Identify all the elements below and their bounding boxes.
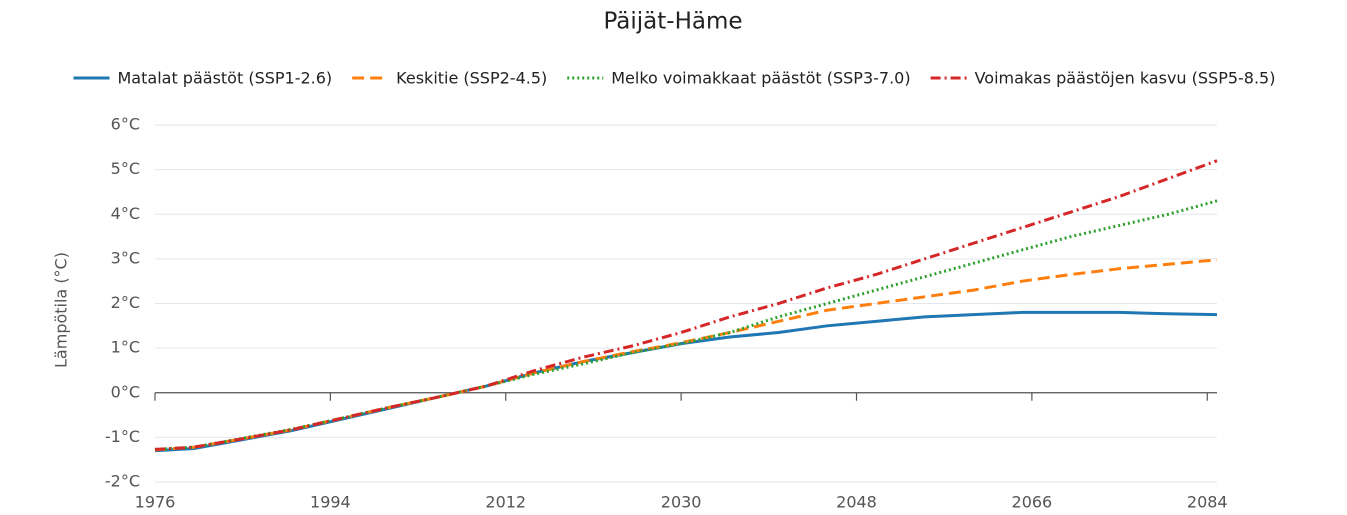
y-tick-label: -2°C: [105, 472, 140, 491]
y-tick-label: 0°C: [111, 382, 140, 401]
y-tick-label: 1°C: [111, 338, 140, 357]
legend-label: Matalat päästöt (SSP1-2.6): [118, 69, 333, 88]
x-tick-label: 2048: [836, 493, 877, 512]
line-series: [154, 199, 1218, 451]
chart-title: Päijät-Häme: [603, 9, 742, 35]
legend-label: Melko voimakkaat päästöt (SSP3-7.0): [611, 69, 910, 88]
x-tick-label: 2084: [1187, 493, 1228, 512]
y-tick-label: -1°C: [105, 427, 140, 446]
x-tick-label: 1976: [135, 493, 176, 512]
y-tick-label: 6°C: [111, 115, 140, 134]
line-series: [154, 258, 1218, 452]
x-tick-label: 2030: [661, 493, 702, 512]
y-tick-label: 4°C: [111, 204, 140, 223]
y-axis-label: Lämpötila (°C): [52, 252, 71, 368]
y-tick-label: 5°C: [111, 159, 140, 178]
line-series: [154, 159, 1218, 451]
y-tick-label: 2°C: [111, 293, 140, 312]
y-tick-label: 3°C: [111, 248, 140, 267]
x-tick-label: 2012: [485, 493, 526, 512]
line-series: [154, 310, 1218, 453]
legend-label: Voimakas päästöjen kasvu (SSP5-8.5): [975, 69, 1276, 88]
legend-label: Keskitie (SSP2-4.5): [396, 69, 547, 88]
x-tick-label: 2066: [1012, 493, 1053, 512]
x-tick-label: 1994: [310, 493, 351, 512]
